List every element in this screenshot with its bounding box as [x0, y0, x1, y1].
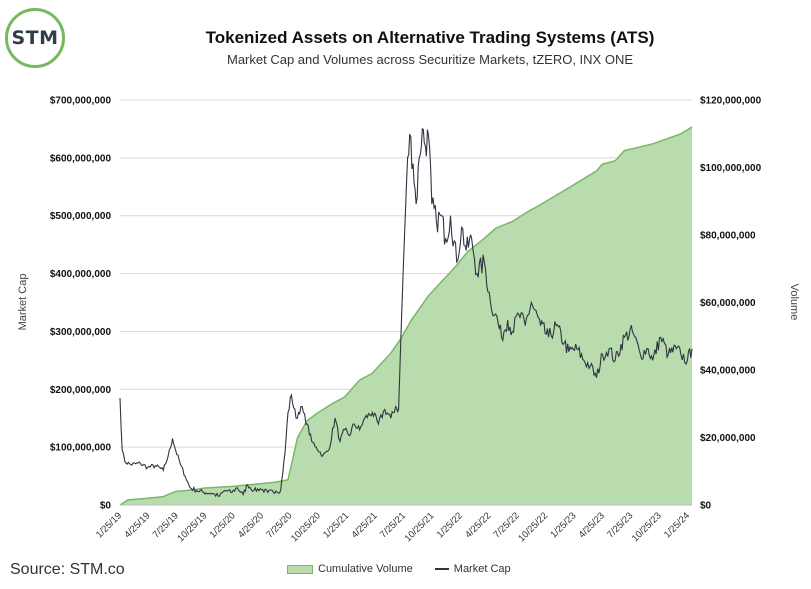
x-tick-label: 4/25/22 [463, 510, 493, 540]
logo-text: STM [11, 27, 59, 49]
x-tick-label: 4/25/23 [577, 510, 607, 540]
chart-title: Tokenized Assets on Alternative Trading … [205, 28, 655, 47]
y-tick-label: $100,000,000 [50, 443, 112, 454]
x-tick-label: 1/25/21 [321, 510, 351, 540]
y-tick-label: $600,000,000 [50, 153, 112, 164]
series-area-outline [119, 126, 693, 506]
x-tick-label: 1/25/24 [662, 510, 692, 540]
y-tick-label: $300,000,000 [50, 327, 112, 338]
y2-tick-label: $40,000,000 [700, 366, 756, 377]
x-tick-label: 4/25/20 [236, 510, 266, 540]
source-label: Source: STM.co [10, 561, 125, 578]
x-tick-label: 10/25/22 [516, 510, 550, 544]
series-area-cumulative-volume [120, 127, 692, 505]
y-tick-label: $0 [100, 501, 112, 512]
x-tick-label: 1/25/22 [435, 510, 465, 540]
legend-area-swatch [287, 564, 313, 574]
y2-axis-title: Volume [788, 284, 800, 321]
y2-tick-label: $80,000,000 [700, 231, 756, 242]
x-tick-label: 4/25/21 [350, 510, 380, 540]
y2-tick-label: $100,000,000 [700, 163, 762, 174]
x-tick-label: 10/25/19 [175, 510, 209, 544]
x-tick-label: 1/25/23 [548, 510, 578, 540]
legend-line-swatch [434, 568, 449, 570]
x-tick-label: 10/25/23 [630, 510, 664, 544]
legend-label-volume: Cumulative Volume [318, 563, 413, 575]
x-tick-label: 10/25/20 [289, 510, 323, 544]
y-tick-label: $400,000,000 [50, 269, 112, 280]
x-tick-label: 10/25/21 [403, 510, 437, 544]
y2-tick-label: $0 [700, 501, 712, 512]
legend: Cumulative Volume Market Cap [287, 563, 511, 575]
chart-subtitle: Market Cap and Volumes across Securitize… [226, 52, 634, 67]
y-tick-label: $500,000,000 [50, 211, 112, 222]
stm-logo: STM [5, 8, 65, 68]
y-tick-label: $700,000,000 [50, 96, 112, 107]
y-tick-label: $200,000,000 [50, 385, 112, 396]
y2-tick-label: $120,000,000 [700, 96, 762, 107]
x-tick-label: 4/25/19 [122, 510, 152, 540]
y2-tick-label: $60,000,000 [700, 298, 756, 309]
y-axis-title: Market Cap [17, 274, 29, 331]
y2-tick-label: $20,000,000 [700, 433, 756, 444]
series-line-market-cap [119, 128, 693, 498]
x-tick-label: 1/25/20 [208, 510, 238, 540]
legend-label-marketcap: Market Cap [453, 563, 511, 575]
x-tick-label: 1/25/19 [94, 510, 124, 540]
